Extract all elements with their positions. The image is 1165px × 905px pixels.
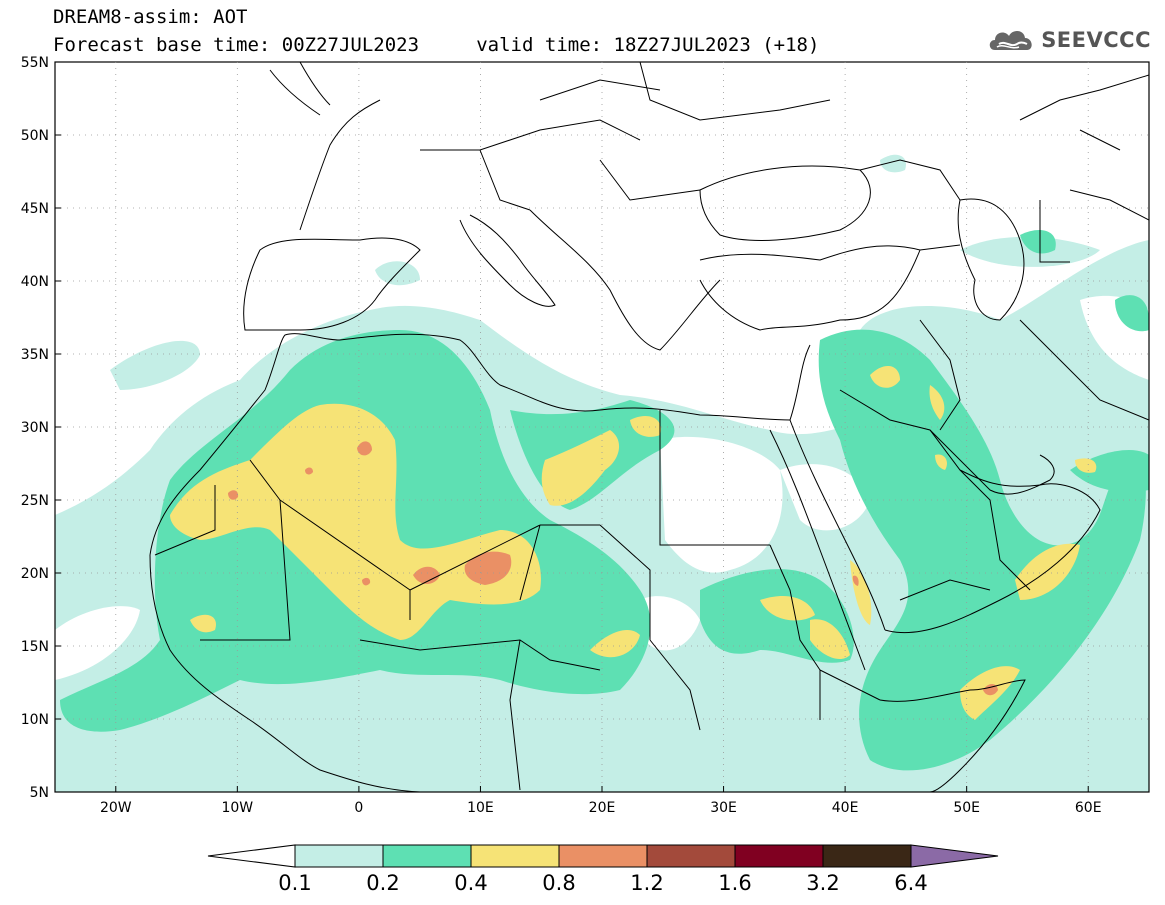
latitude-axis: 55N 50N 45N 40N 35N 30N 25N 20N 15N 10N 5N — [21, 55, 61, 801]
iberia — [243, 237, 421, 331]
seevccc-logo: SEEVCCC — [987, 26, 1151, 54]
lon-tick-label: 0 — [354, 800, 363, 816]
colorbar-box — [558, 844, 648, 868]
persian-gulf — [929, 429, 1055, 495]
lat-tick-label: 10N — [21, 712, 49, 728]
lat-tick-label: 45N — [21, 201, 49, 217]
libya-egypt-border — [599, 410, 770, 640]
lat-tick-label: 30N — [21, 420, 49, 436]
lon-tick-label: 10W — [221, 800, 253, 816]
lat-tick-label: 5N — [30, 785, 49, 801]
lon-tick-label: 20E — [589, 800, 616, 816]
colorbar-level-label: 0.2 — [366, 871, 399, 895]
mauritania-mali — [154, 485, 291, 641]
colorbar-level-label: 3.2 — [806, 871, 839, 895]
logo-text: SEEVCCC — [1041, 28, 1151, 52]
lon-tick-label: 40E — [832, 800, 859, 816]
arabia-south — [884, 469, 1101, 634]
sudan-ethiopia — [769, 544, 881, 720]
algeria-border — [249, 459, 600, 620]
colorbar-level-label: 1.6 — [718, 871, 751, 895]
colorbar-level-label: 0.1 — [278, 871, 311, 895]
coastlines-and-borders — [149, 62, 1149, 792]
saudi-border — [839, 389, 1031, 601]
black-sea — [699, 165, 871, 241]
italy — [459, 214, 556, 307]
lon-tick-label: 10E — [467, 800, 494, 816]
europe-borders — [420, 62, 831, 211]
west-africa-coast — [149, 333, 811, 556]
lat-tick-label: 15N — [21, 639, 49, 655]
colorbar-box — [646, 844, 736, 868]
lon-tick-label: 60E — [1075, 800, 1102, 816]
map-frame: 55N 50N 45N 40N 35N 30N 25N 20N 15N 10N 5N 20W 10W 0… — [21, 55, 1150, 816]
colorbar-box — [382, 844, 472, 868]
west-africa-south-coast — [149, 554, 421, 792]
lat-tick-label: 55N — [21, 55, 49, 71]
lat-tick-label: 25N — [21, 493, 49, 509]
lat-tick-label: 20N — [21, 566, 49, 582]
graticule — [55, 62, 1149, 792]
sahel-borders — [359, 639, 701, 791]
colorbar-under-triangle — [207, 844, 296, 868]
colorbar-level-label: 0.8 — [542, 871, 575, 895]
colorbar-box — [470, 844, 560, 868]
colorbar-level-label: 6.4 — [894, 871, 927, 895]
lat-tick-label: 35N — [21, 347, 49, 363]
lon-tick-label: 30E — [710, 800, 737, 816]
colorbar-box — [294, 844, 384, 868]
aot-band-0.8 — [228, 441, 998, 696]
lat-tick-label: 50N — [21, 128, 49, 144]
colorbar: 0.1 0.2 0.4 0.8 1.2 1.6 3.2 6.4 — [207, 844, 999, 895]
lon-tick-label: 20W — [100, 800, 132, 816]
horn-of-africa — [879, 679, 1026, 792]
balkans-greece — [529, 209, 721, 351]
forecast-times: Forecast base time: 00Z27JUL2023 valid t… — [53, 34, 820, 56]
iran-iraq — [919, 319, 1149, 431]
france-uk — [269, 62, 381, 231]
red-sea-east — [789, 419, 886, 631]
lon-tick-label: 50E — [953, 800, 980, 816]
caspian-sea — [957, 198, 1025, 321]
central-asia — [1019, 74, 1149, 151]
aot-field — [55, 154, 1149, 792]
russia-caucasus — [859, 159, 1149, 263]
colorbar-box — [734, 844, 824, 868]
colorbar-over-triangle — [910, 844, 999, 868]
cloud-logo-icon — [989, 30, 1032, 50]
colorbar-level-label: 0.4 — [454, 871, 487, 895]
lat-tick-label: 40N — [21, 274, 49, 290]
turkey-coast — [699, 245, 921, 331]
colorbar-level-label: 1.2 — [630, 871, 663, 895]
colorbar-box — [822, 844, 912, 868]
map-title: DREAM8-assim: AOT — [53, 6, 248, 28]
red-sea-west — [769, 429, 866, 671]
longitude-axis: 20W 10W 0 10E 20E 30E 40E 50E 60E — [100, 786, 1102, 816]
